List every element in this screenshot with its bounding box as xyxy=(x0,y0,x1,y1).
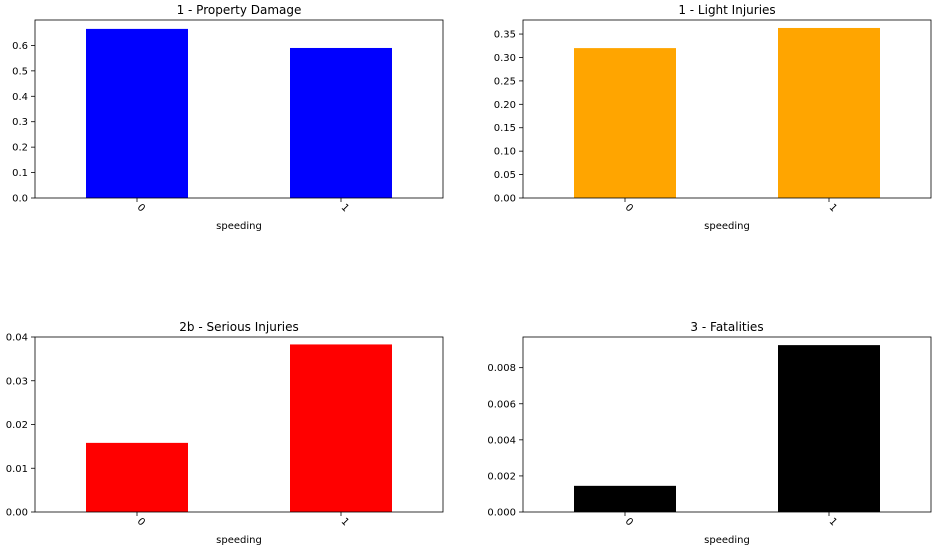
y-tick-label: 0.04 xyxy=(6,333,28,344)
y-tick-label: 0.006 xyxy=(487,399,516,410)
y-tick-label: 0.00 xyxy=(494,194,516,205)
bar-1 xyxy=(778,27,880,198)
x-tick-label: 1 xyxy=(827,202,839,214)
y-tick-label: 0.25 xyxy=(494,76,516,87)
bar-0 xyxy=(574,48,676,199)
x-tick-label: 1 xyxy=(339,516,351,528)
y-tick-label: 0.20 xyxy=(494,100,516,111)
y-tick-label: 0.00 xyxy=(6,508,28,519)
x-axis-label: speeding xyxy=(704,221,750,232)
x-axis-label: speeding xyxy=(704,535,750,546)
chart-title: 1 - Property Damage xyxy=(177,3,302,17)
bar-0 xyxy=(86,28,188,199)
y-tick-label: 0.004 xyxy=(487,435,516,446)
y-tick-label: 0.002 xyxy=(487,471,516,482)
y-tick-label: 0.15 xyxy=(494,123,516,134)
axes-frame xyxy=(34,336,444,513)
chart-panel-3: 3 - Fatalities 0 1 0.000 0.002 0.004 0.006 0.00… xyxy=(487,320,932,546)
y-tick-label: 0.1 xyxy=(12,168,28,179)
axes-frame xyxy=(522,336,932,513)
y-tick-label: 0.2 xyxy=(12,143,28,154)
axes-frame xyxy=(522,19,932,199)
x-tick-label: 1 xyxy=(827,516,839,528)
y-tick-label: 0.05 xyxy=(494,170,516,181)
chart-title: 2b - Serious Injuries xyxy=(179,320,298,334)
x-axis-label: speeding xyxy=(216,221,262,232)
y-tick-label: 0.000 xyxy=(487,508,516,519)
axes-frame xyxy=(34,19,444,199)
bar-0 xyxy=(86,442,188,512)
bar-1 xyxy=(290,47,392,198)
y-tick-label: 0.35 xyxy=(494,30,516,41)
chart-title: 1 - Light Injuries xyxy=(678,3,775,17)
chart-panel-1: 1 - Light Injuries 0 1 0.00 0.05 0.10 0.15 0.20… xyxy=(494,3,932,232)
y-tick-label: 0.30 xyxy=(494,53,516,64)
y-tick-label: 0.3 xyxy=(12,117,28,128)
x-tick-label: 0 xyxy=(135,516,147,528)
bar-1 xyxy=(778,345,880,512)
x-axis-label: speeding xyxy=(216,535,262,546)
x-tick-label: 0 xyxy=(623,516,635,528)
y-tick-label: 0.02 xyxy=(6,420,28,431)
x-tick-label: 1 xyxy=(339,202,351,214)
x-tick-label: 0 xyxy=(623,202,635,214)
bar-1 xyxy=(290,344,392,512)
y-tick-label: 0.4 xyxy=(12,92,28,103)
y-tick-label: 0.5 xyxy=(12,66,28,77)
y-tick-label: 0.6 xyxy=(12,41,28,52)
chart-panel-0: 1 - Property Damage 0 1 0.0 0.1 0.2 0.3 0.4 0.5 0… xyxy=(12,3,444,232)
y-tick-label: 0.03 xyxy=(6,376,28,387)
bar-0 xyxy=(574,485,676,512)
chart-panel-2: 2b - Serious Injuries 0 1 0.00 0.01 0.02 0.03 0… xyxy=(6,320,444,546)
y-tick-label: 0.008 xyxy=(487,363,516,374)
y-tick-label: 0.0 xyxy=(12,194,28,205)
chart-title: 3 - Fatalities xyxy=(690,320,763,334)
y-tick-label: 0.10 xyxy=(494,147,516,158)
y-tick-label: 0.01 xyxy=(6,464,28,475)
x-tick-label: 0 xyxy=(135,202,147,214)
